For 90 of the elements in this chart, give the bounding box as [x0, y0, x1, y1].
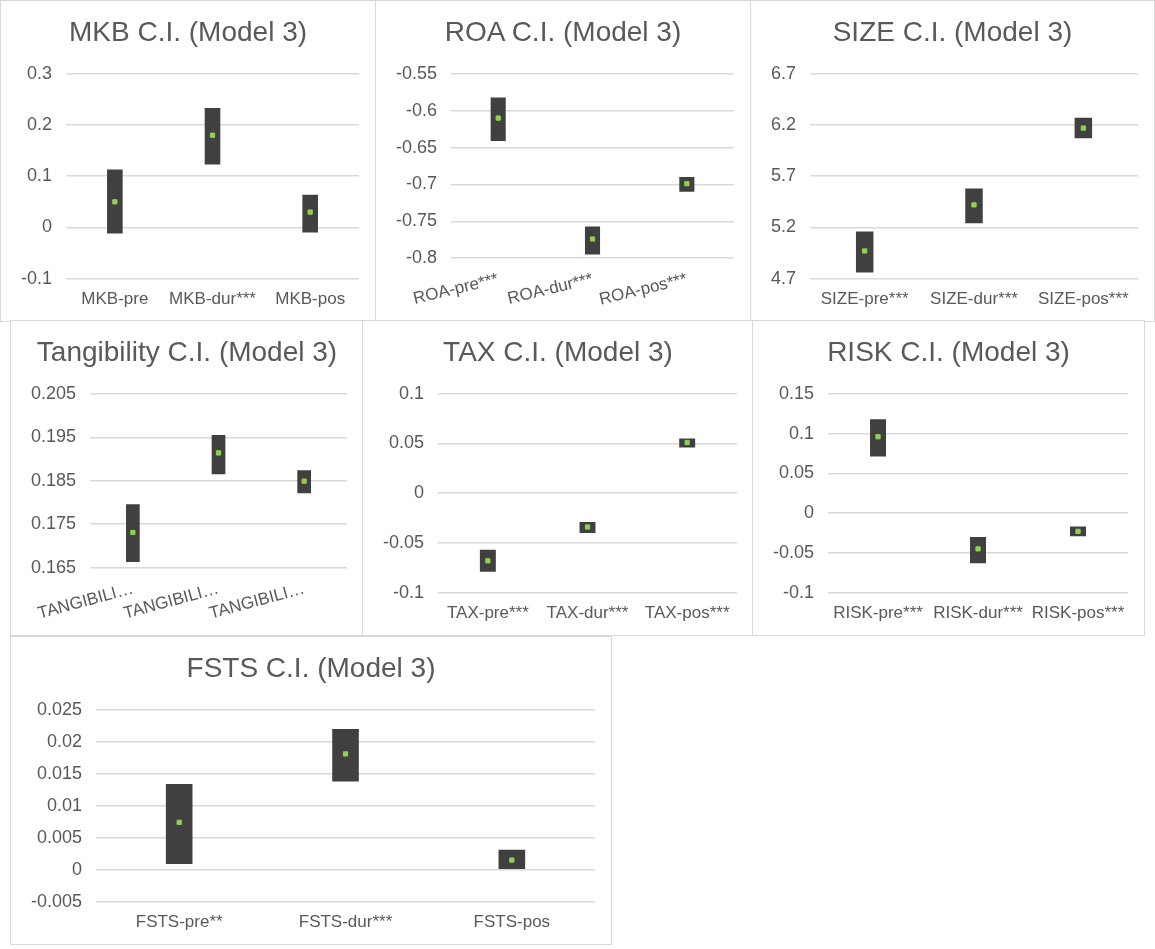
y-tick-label: -0.6: [406, 99, 438, 120]
y-tick-label: -0.1: [783, 581, 815, 602]
chart-title: TAX C.I. (Model 3): [442, 335, 674, 369]
bar: [498, 849, 526, 869]
point: [342, 751, 349, 757]
y-tick-label: 0.2: [26, 113, 53, 134]
y-tick-label: 6.7: [770, 62, 797, 83]
y-tick-label: 0.195: [31, 426, 77, 447]
y-tick-label: -0.1: [393, 581, 425, 602]
y-tick-label: -0.05: [383, 531, 425, 552]
y-tick-label: -0.75: [396, 210, 438, 231]
bar: [107, 169, 123, 234]
y-tick-label: -0.65: [396, 136, 438, 157]
x-tick-label: SIZE-dur***: [930, 289, 1019, 309]
x-tick-label: TAX-dur***: [546, 603, 629, 623]
point: [495, 115, 501, 121]
y-tick-label: 0.205: [31, 382, 77, 403]
x-tick-label: SIZE-pre***: [820, 289, 909, 309]
y-tick-label: 0.3: [26, 62, 53, 83]
point: [209, 132, 216, 138]
point: [875, 434, 881, 440]
y-tick-label: 0.15: [778, 382, 815, 403]
x-tick-label: RISK-pos***: [1031, 603, 1125, 623]
bar: [970, 536, 987, 564]
point: [862, 248, 868, 254]
y-tick-label: -0.7: [406, 173, 438, 194]
bar: [965, 188, 983, 224]
y-tick-label: 0.05: [778, 462, 815, 483]
y-tick-label: 0: [804, 502, 815, 523]
x-tick-label: MKB-pre: [81, 289, 149, 309]
y-tick-label: -0.8: [406, 247, 438, 268]
chart-title: MKB C.I. (Model 3): [67, 15, 309, 49]
x-tick-label: RISK-pre***: [833, 603, 924, 623]
chart-title: SIZE C.I. (Model 3): [831, 15, 1074, 49]
x-tick-label: RISK-dur***: [933, 603, 1024, 623]
y-tick-label: 0.1: [399, 382, 425, 403]
bar: [211, 435, 226, 475]
bar: [584, 226, 601, 255]
x-tick-label: MKB-dur***: [169, 289, 257, 309]
y-tick-label: -0.005: [30, 890, 83, 911]
bar: [204, 108, 221, 165]
point: [509, 857, 515, 863]
y-tick-label: 4.7: [770, 267, 797, 288]
y-tick-label: 0: [414, 482, 425, 503]
chart-title: ROA C.I. (Model 3): [443, 15, 683, 49]
x-tick-label: FSTS-pre**: [135, 912, 224, 932]
bar: [855, 231, 874, 273]
y-tick-label: -0.55: [396, 62, 438, 83]
x-tick-label: FSTS-dur***: [298, 912, 393, 932]
y-tick-label: 0.1: [789, 422, 815, 443]
y-tick-label: -0.05: [773, 541, 815, 562]
bar: [870, 419, 887, 457]
point: [589, 236, 596, 242]
chart-title: Tangibility C.I. (Model 3): [35, 335, 339, 369]
x-tick-label: MKB-pos: [275, 289, 346, 309]
y-tick-label: 0.05: [388, 432, 425, 453]
y-tick-label: 0.02: [46, 730, 83, 751]
y-tick-label: -0.1: [20, 267, 53, 288]
point: [215, 450, 222, 456]
y-tick-label: 0.185: [31, 469, 77, 490]
bar: [126, 504, 140, 563]
x-tick-label: TAX-pos***: [644, 603, 730, 623]
x-tick-label: FSTS-pos: [473, 912, 551, 932]
y-tick-label: 5.2: [770, 216, 797, 237]
x-tick-label: TAX-pre***: [446, 603, 530, 623]
point: [130, 529, 136, 536]
bar: [302, 194, 318, 233]
y-tick-label: 5.7: [770, 165, 797, 186]
point: [112, 199, 118, 205]
bar: [1074, 117, 1093, 139]
point: [176, 819, 182, 825]
y-tick-label: 0.175: [31, 513, 77, 534]
chart-title: FSTS C.I. (Model 3): [185, 651, 437, 685]
point: [975, 546, 981, 552]
bar: [165, 783, 193, 864]
x-tick-label: SIZE-pos***: [1037, 289, 1130, 309]
chart-title: RISK C.I. (Model 3): [826, 335, 1071, 369]
y-tick-label: 0.015: [36, 762, 83, 783]
y-tick-label: 6.2: [770, 113, 797, 134]
point: [971, 202, 977, 208]
y-tick-label: 0: [42, 216, 53, 237]
point: [307, 209, 313, 215]
y-tick-label: 0.025: [36, 698, 83, 719]
y-tick-label: 0.005: [36, 826, 83, 847]
bar: [490, 97, 506, 141]
bar: [332, 728, 359, 782]
y-tick-label: 0.165: [31, 556, 77, 577]
y-tick-label: 0.1: [26, 165, 53, 186]
y-tick-label: 0.01: [46, 794, 83, 815]
y-tick-label: 0: [72, 858, 83, 879]
